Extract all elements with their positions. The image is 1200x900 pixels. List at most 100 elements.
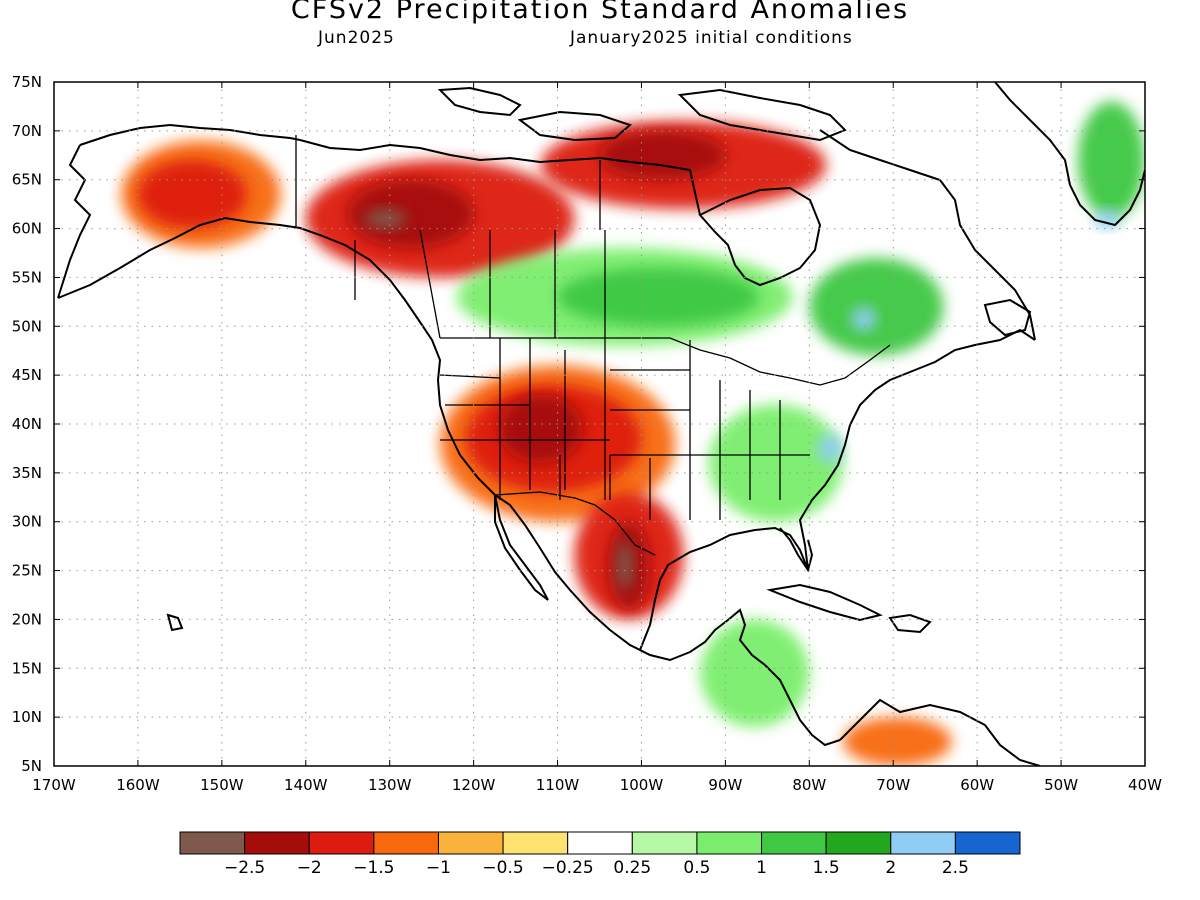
colorbar-swatch [179,831,246,855]
axis-ticks: 170W 160W 150W 140W 130W 120W 110W 100W 90W 80W 70… [12,73,1162,794]
colorbar-swatch [825,831,892,855]
colorbar-swatch [373,831,439,855]
lon-tick-label: 70W [876,776,910,794]
colorbar-label: 1.5 [813,858,840,878]
anomaly-region-venezuela [842,717,952,766]
lon-tick-label: 150W [200,776,244,794]
colorbar-label: −1.5 [353,858,394,878]
anomaly-region-greenland-peak [1094,209,1120,229]
lat-tick-label: 60N [12,220,42,238]
arctic-coast [299,139,701,216]
us-state-lines [439,338,810,520]
colorbar-label: −2 [297,858,322,878]
anomaly-shading [121,101,1145,766]
lat-tick-label: 55N [12,268,42,286]
lon-tick-label: 160W [116,776,160,794]
colorbar-label: 2.5 [942,858,969,878]
political-borders [295,135,891,556]
lon-tick-label: 50W [1044,776,1078,794]
florida-coast [779,527,814,573]
anomaly-region-central-america [700,619,810,727]
colorbar-swatch [244,831,310,855]
north-america-coastline [57,216,841,747]
lon-tick-label: 120W [452,776,496,794]
anomaly-region-four-corners [498,394,583,464]
lon-tick-label: 80W [792,776,826,794]
arctic-island-2 [517,110,632,142]
lon-tick-label: 60W [960,776,994,794]
lat-tick-label: 25N [12,562,42,580]
colorbar-swatch [954,831,1021,855]
anomaly-region-mid-atlantic-peak [817,433,843,464]
colorbar-swatch [502,831,569,855]
colorbar-swatch [890,831,956,855]
lat-tick-label: 5N [21,757,42,775]
anomaly-region-yukon-core [347,179,474,249]
alaska-west-coast [57,144,92,299]
greenland-coast [994,82,1145,227]
south-america-coast [839,698,1041,766]
hudson-bay [698,186,822,287]
colorbar-swatch [567,831,633,855]
newfoundland [983,298,1032,337]
anomaly-region-mexico-peak [616,541,634,591]
lon-tick-label: 90W [708,776,742,794]
colorbar-swatch [631,831,698,855]
anomaly-region-quebec-peak [851,306,877,332]
lat-tick-label: 75N [12,73,42,91]
init-conditions-label: January2025 initial conditions [570,28,853,48]
baja-california [494,494,549,601]
colorbar-swatch [437,831,504,855]
lat-tick-label: 70N [12,122,42,140]
anomaly-region-eastern-us [708,404,843,522]
lat-tick-label: 10N [12,708,42,726]
lon-tick-label: 100W [620,776,664,794]
colorbar-swatch [696,831,763,855]
lat-tick-label: 45N [12,366,42,384]
arctic-island-1 [437,86,522,117]
lon-tick-label: 130W [368,776,412,794]
us-canada-border [440,337,891,386]
lon-tick-label: 110W [536,776,580,794]
coastlines [57,82,1145,766]
alaska-north-coast [79,123,301,146]
colorbar-swatch [761,831,827,855]
map-title: CFSv2 Precipitation Standard Anomalies [290,0,910,25]
labrador-coast [819,129,1036,341]
canada-province-lines [354,160,606,339]
colorbar-swatch [308,831,375,855]
lat-tick-label: 35N [12,464,42,482]
anomaly-region-prairie-core [557,267,759,327]
colorbar-label: −1 [426,858,451,878]
cuba-coast [766,583,883,622]
lat-tick-label: 20N [12,610,42,628]
arctic-island-3 [677,88,847,142]
anomaly-region-alaska-core [137,160,248,229]
anomaly-region-yukon-peak [364,209,407,229]
hawaii-island [166,613,184,632]
anomaly-region-greenland-west [1077,101,1145,219]
colorbar: −2.5 −2 −1.5 −1 −0.5 −0.25 0.25 0.5 1 1.5 2 2.5 [179,831,1021,878]
lon-tick-label: 140W [284,776,328,794]
lat-tick-label: 40N [12,415,42,433]
colorbar-label: 2 [885,858,896,878]
lat-tick-label: 65N [12,171,42,189]
anomaly-region-quebec-labrador [809,257,944,356]
lat-tick-label: 50N [12,317,42,335]
valid-month-label: Jun2025 [318,28,395,48]
lon-tick-label: 170W [32,776,76,794]
colorbar-label: −0.25 [542,858,594,878]
colorbar-label: 0.25 [613,858,651,878]
colorbar-label: 1 [756,858,767,878]
us-mexico-border [494,491,656,556]
anomaly-region-nunavut-core [599,130,726,180]
colorbar-label: −2.5 [224,858,265,878]
colorbar-label: −0.5 [482,858,523,878]
lat-tick-label: 30N [12,513,42,531]
lat-tick-label: 15N [12,659,42,677]
hispaniola-coast [888,613,932,634]
gulf-coastline [639,328,1036,651]
graticule [54,82,1145,766]
colorbar-label: 0.5 [683,858,710,878]
